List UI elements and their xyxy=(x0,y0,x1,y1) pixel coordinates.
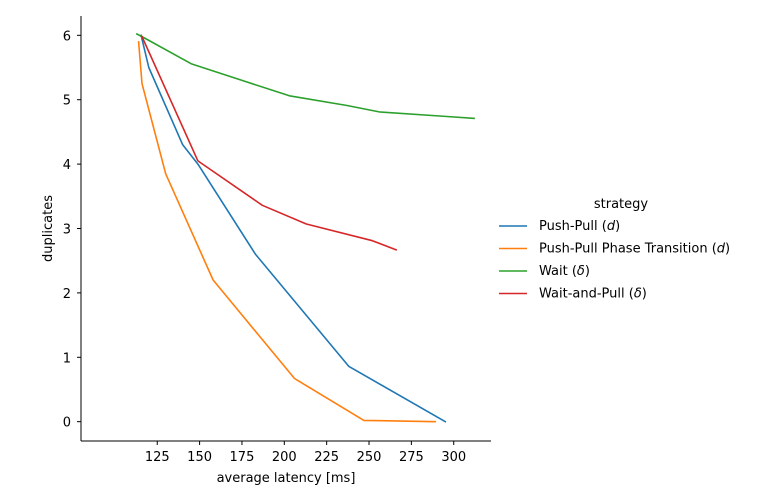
legend: strategy Push-Pull (d) Push-Pull Phase Tr… xyxy=(499,197,730,302)
y-ticks: 0 1 2 3 4 5 6 xyxy=(63,29,81,431)
x-tick-label: 300 xyxy=(441,450,466,465)
x-tick-label: 175 xyxy=(230,450,255,465)
series-line-1 xyxy=(140,34,447,423)
legend-label-1: Push-Pull (d) xyxy=(539,219,620,234)
x-tick-label: 125 xyxy=(145,450,170,465)
series-line-3 xyxy=(135,32,475,120)
legend-label-3: Wait (δ) xyxy=(539,264,590,279)
legend-title: strategy xyxy=(594,197,649,212)
x-tick-label: 250 xyxy=(357,450,382,465)
axes: 125 150 175 200 225 250 275 300 0 1 2 3 4 5 6 average… xyxy=(41,16,491,486)
series-line-2 xyxy=(137,40,436,423)
x-axis-title: average latency [ms] xyxy=(217,471,356,486)
y-tick-label: 2 xyxy=(63,287,71,302)
x-tick-label: 225 xyxy=(314,450,339,465)
y-tick-label: 1 xyxy=(63,351,71,366)
legend-entries: Push-Pull (d) Push-Pull Phase Transition … xyxy=(499,219,730,302)
y-tick-label: 3 xyxy=(63,223,71,238)
y-tick-label: 0 xyxy=(63,416,71,431)
y-tick-label: 4 xyxy=(63,158,71,173)
x-tick-label: 200 xyxy=(272,450,297,465)
legend-label-2: Push-Pull Phase Transition (d) xyxy=(539,242,730,257)
y-tick-label: 6 xyxy=(63,29,71,44)
x-ticks: 125 150 175 200 225 250 275 300 xyxy=(145,441,466,465)
y-axis-title: duplicates xyxy=(41,195,56,262)
legend-label-4: Wait-and-Pull (δ) xyxy=(539,287,647,302)
series-layer xyxy=(135,32,475,423)
x-tick-label: 275 xyxy=(399,450,424,465)
series-line-4 xyxy=(140,35,398,251)
y-tick-label: 5 xyxy=(63,94,71,109)
x-tick-label: 150 xyxy=(187,450,212,465)
